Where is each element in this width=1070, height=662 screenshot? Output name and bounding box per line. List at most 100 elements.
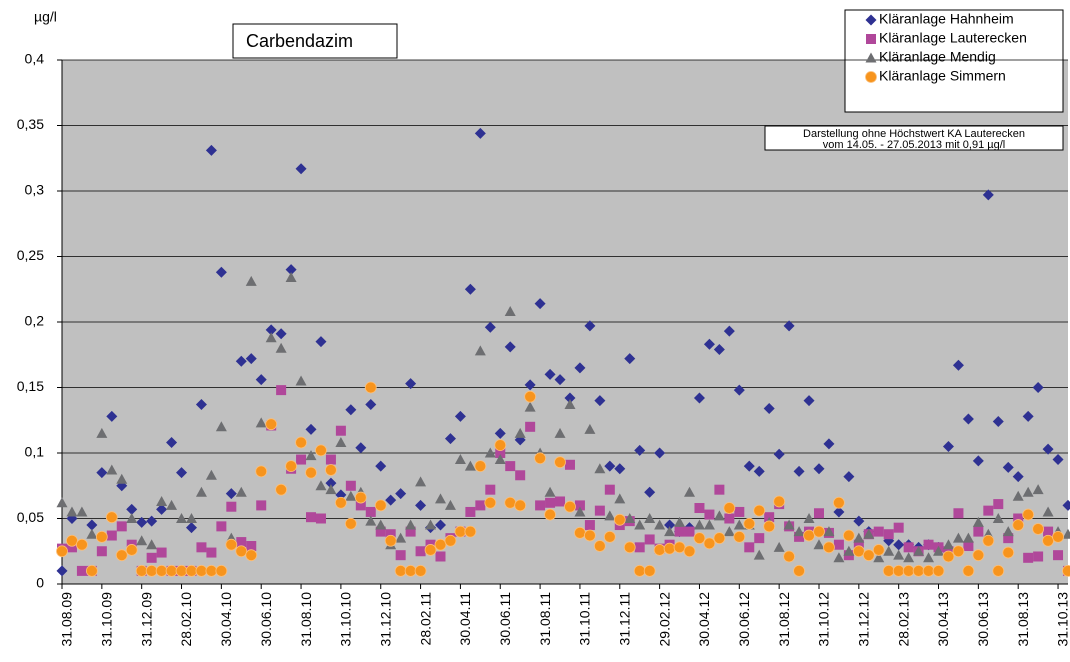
point	[494, 439, 507, 452]
point	[564, 500, 576, 513]
legend-label: Kläranlage Lauterecken	[879, 30, 1027, 46]
point	[693, 392, 705, 404]
point	[215, 565, 228, 577]
point	[693, 519, 705, 530]
point	[962, 565, 975, 577]
point	[843, 545, 855, 556]
point	[823, 526, 835, 537]
x-tick-label: 31.12.11	[616, 592, 632, 646]
point	[56, 545, 68, 558]
point	[803, 395, 815, 407]
point	[484, 496, 497, 509]
point	[285, 264, 297, 276]
point	[56, 565, 68, 577]
point	[624, 513, 636, 523]
point	[872, 544, 885, 556]
point	[235, 486, 247, 497]
point	[375, 519, 387, 530]
point	[922, 565, 935, 577]
point	[245, 353, 257, 365]
point	[1043, 526, 1054, 537]
y-tick-label: 0,25	[17, 247, 44, 263]
point	[395, 488, 407, 500]
x-tick-label: 31.08.12	[776, 592, 792, 647]
point	[275, 483, 288, 496]
point	[105, 511, 118, 524]
point	[703, 537, 716, 550]
point	[773, 448, 785, 460]
point	[892, 565, 905, 577]
point	[225, 488, 237, 500]
point	[952, 532, 964, 543]
point	[385, 494, 397, 506]
y-axis-label: µg/l	[34, 9, 57, 25]
point	[912, 565, 925, 577]
y-tick-label: 0,15	[17, 378, 44, 394]
point	[982, 189, 994, 201]
y-tick-label: 0,2	[25, 313, 45, 329]
point	[1062, 565, 1070, 577]
point	[893, 522, 904, 533]
point	[405, 378, 417, 390]
point	[414, 565, 427, 577]
point	[813, 525, 825, 538]
point	[525, 421, 536, 432]
point	[544, 508, 556, 521]
point	[195, 565, 208, 577]
point	[554, 374, 566, 386]
point	[952, 545, 965, 558]
point	[863, 528, 875, 539]
point	[1052, 454, 1064, 466]
point	[564, 392, 576, 404]
point	[773, 495, 786, 508]
chart-title: Carbendazim	[246, 31, 353, 51]
point	[136, 516, 148, 528]
point	[495, 448, 506, 458]
x-tick-label: 28.02.13	[895, 592, 911, 647]
point	[185, 513, 197, 523]
point	[693, 532, 706, 545]
point	[295, 436, 307, 449]
point	[993, 499, 1004, 510]
x-tick-label: 30.06.11	[497, 592, 513, 646]
series	[56, 381, 1070, 577]
point	[1032, 382, 1044, 393]
point	[415, 476, 427, 487]
point	[505, 461, 516, 472]
point	[603, 530, 616, 543]
point	[793, 526, 805, 537]
y-tick-label: 0,05	[17, 509, 44, 525]
point	[544, 368, 556, 380]
point	[973, 526, 984, 537]
point	[644, 534, 655, 545]
y-tick-label: 0	[36, 575, 44, 591]
point	[873, 526, 884, 537]
point	[504, 306, 516, 317]
point	[515, 470, 526, 481]
point	[156, 547, 167, 558]
y-tick-label: 0,3	[25, 182, 45, 198]
legend-marker	[865, 14, 877, 26]
point	[1062, 528, 1070, 539]
point	[404, 565, 417, 577]
point	[823, 438, 835, 450]
point	[205, 469, 217, 480]
point	[733, 530, 746, 543]
point	[215, 421, 227, 432]
point	[962, 413, 974, 425]
point	[106, 464, 118, 475]
point	[963, 541, 974, 552]
point	[146, 539, 158, 550]
point	[843, 471, 855, 483]
point	[236, 537, 247, 548]
point	[146, 515, 158, 527]
x-tick-label: 29.02.12	[656, 592, 672, 647]
point	[644, 486, 656, 498]
point	[334, 496, 347, 509]
point	[485, 484, 496, 495]
point	[454, 454, 466, 465]
point	[535, 500, 546, 511]
point	[555, 496, 566, 507]
point	[992, 565, 1005, 577]
x-tick-label: 31.12.09	[138, 592, 154, 647]
